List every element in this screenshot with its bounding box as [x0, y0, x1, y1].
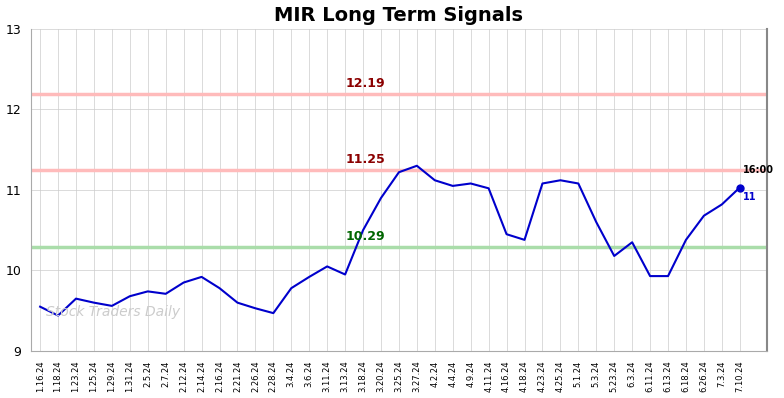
- Title: MIR Long Term Signals: MIR Long Term Signals: [274, 6, 524, 25]
- Text: 12.19: 12.19: [345, 77, 385, 90]
- Text: 11: 11: [743, 191, 757, 201]
- Text: 11.25: 11.25: [345, 153, 385, 166]
- Text: 16:00: 16:00: [743, 166, 775, 176]
- Text: 10.29: 10.29: [345, 230, 385, 243]
- Text: Stock Traders Daily: Stock Traders Daily: [45, 305, 180, 319]
